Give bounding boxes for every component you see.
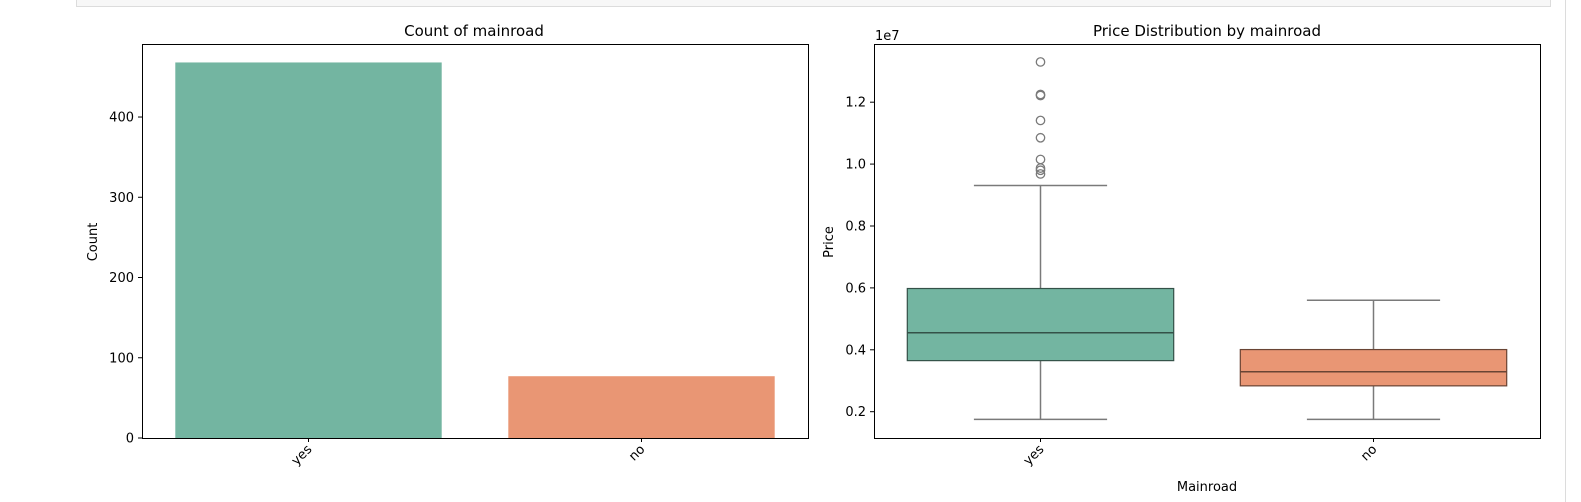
bar-no (508, 376, 775, 438)
outlier-point (1035, 115, 1046, 126)
price-chart-offset-label: 1e7 (875, 29, 900, 44)
count-chart-ylabel: Count (86, 223, 101, 262)
count-chart-plot-frame (142, 44, 809, 439)
count-xtick-label: no (626, 442, 648, 464)
outlier-point (1035, 132, 1046, 143)
count-ytick-label: 300 (109, 191, 134, 206)
price-chart-yaxis: 0.2 0.4 0.6 0.8 1.0 1.2 (845, 96, 874, 420)
price-chart-xlabel: Mainroad (1177, 480, 1237, 495)
outlier-point (1035, 90, 1046, 101)
box-no (1239, 299, 1508, 421)
count-chart-xaxis: yes no (289, 438, 648, 469)
bar-yes (175, 62, 442, 439)
price-chart-xaxis: yes no (1021, 438, 1380, 469)
notebook-output-divider (76, 0, 1551, 7)
price-xtick-label: no (1358, 442, 1380, 464)
price-ytick-label: 0.6 (845, 281, 866, 296)
price-chart-ylabel: Price (822, 226, 837, 258)
iqr-box (906, 287, 1175, 362)
price-ytick-label: 0.2 (845, 405, 866, 420)
price-ytick-label: 0.8 (845, 219, 866, 234)
price-xtick-label: yes (1021, 442, 1048, 469)
count-chart-title: Count of mainroad (404, 22, 544, 40)
iqr-box (1239, 348, 1508, 387)
price-ytick-label: 1.2 (845, 96, 866, 111)
box-yes (906, 57, 1175, 421)
count-ytick-label: 200 (109, 271, 134, 286)
price-chart-plot-frame (874, 44, 1541, 439)
price-ytick-label: 0.4 (845, 343, 866, 358)
count-ytick-label: 0 (126, 432, 134, 447)
count-chart-bars (175, 62, 775, 439)
count-xtick-label: yes (289, 442, 316, 469)
count-ytick-label: 400 (109, 111, 134, 126)
price-chart-boxes (906, 57, 1508, 421)
count-chart: Count of mainroad Count 0 100 200 300 400 ye… (86, 22, 809, 469)
outlier-point (1035, 169, 1046, 179)
price-chart: Price Distribution by mainroad 1e7 Price… (822, 22, 1541, 495)
outlier-point (1035, 154, 1046, 165)
price-ytick-label: 1.0 (845, 158, 866, 173)
outlier-point (1035, 57, 1046, 67)
count-ytick-label: 100 (109, 351, 134, 366)
count-chart-yaxis: 0 100 200 300 400 (109, 111, 142, 447)
notebook-scroll-edge (1565, 0, 1566, 502)
price-chart-title: Price Distribution by mainroad (1093, 22, 1321, 40)
outlier-point (1035, 165, 1046, 176)
